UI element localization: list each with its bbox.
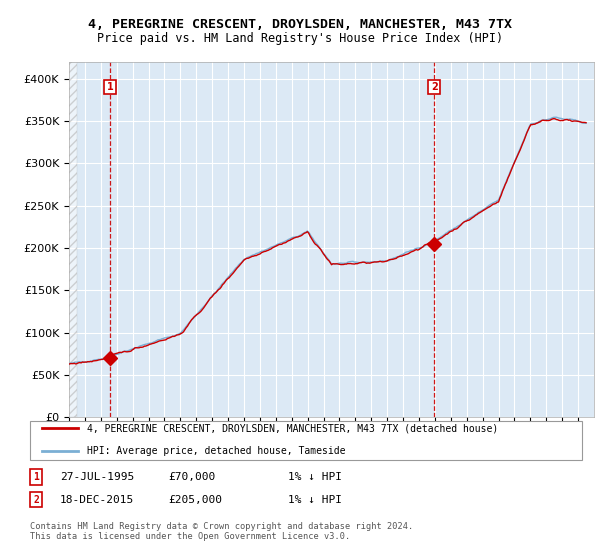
Text: 1% ↓ HPI: 1% ↓ HPI [288,494,342,505]
Text: 2: 2 [33,494,39,505]
Text: HPI: Average price, detached house, Tameside: HPI: Average price, detached house, Tame… [87,446,346,456]
Text: £70,000: £70,000 [168,472,215,482]
Text: £205,000: £205,000 [168,494,222,505]
Text: 1: 1 [107,82,113,92]
Text: Price paid vs. HM Land Registry's House Price Index (HPI): Price paid vs. HM Land Registry's House … [97,32,503,45]
Text: 1% ↓ HPI: 1% ↓ HPI [288,472,342,482]
Text: Contains HM Land Registry data © Crown copyright and database right 2024.
This d: Contains HM Land Registry data © Crown c… [30,522,413,542]
Text: 27-JUL-1995: 27-JUL-1995 [60,472,134,482]
Text: 2: 2 [431,82,437,92]
Text: 4, PEREGRINE CRESCENT, DROYLSDEN, MANCHESTER, M43 7TX (detached house): 4, PEREGRINE CRESCENT, DROYLSDEN, MANCHE… [87,423,498,433]
Text: 4, PEREGRINE CRESCENT, DROYLSDEN, MANCHESTER, M43 7TX: 4, PEREGRINE CRESCENT, DROYLSDEN, MANCHE… [88,18,512,31]
Text: 1: 1 [33,472,39,482]
Text: 18-DEC-2015: 18-DEC-2015 [60,494,134,505]
